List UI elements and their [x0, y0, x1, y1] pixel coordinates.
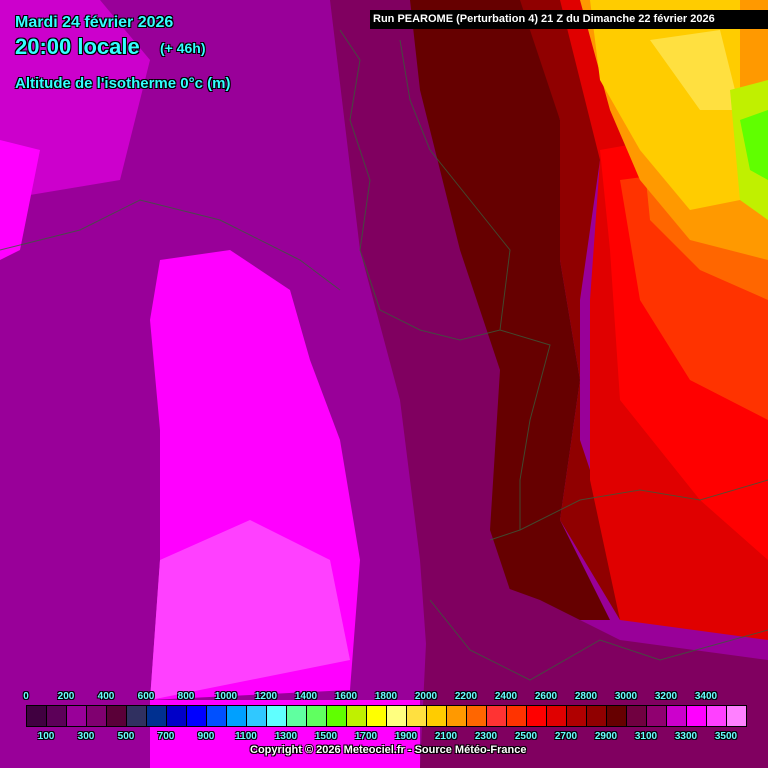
forecast-lead: (+ 46h) [160, 40, 206, 56]
legend-label: 1900 [394, 731, 418, 742]
legend-swatch [107, 706, 127, 726]
region-3400 [150, 520, 350, 700]
legend-swatch [707, 706, 727, 726]
legend-label: 1700 [354, 731, 378, 742]
legend-swatch [507, 706, 527, 726]
legend-swatch [167, 706, 187, 726]
region-1500 [740, 110, 768, 180]
legend-label: 200 [57, 691, 75, 702]
legend-swatch [387, 706, 407, 726]
legend-label: 1800 [374, 691, 398, 702]
legend-label: 2700 [554, 731, 578, 742]
region-1900 [650, 30, 740, 110]
forecast-time: 20:00 locale [15, 34, 140, 59]
legend-swatch [647, 706, 667, 726]
parameter-title: Altitude de l'isotherme 0°c (m) [15, 75, 231, 92]
legend-label: 3500 [714, 731, 738, 742]
legend-label: 3200 [654, 691, 678, 702]
legend-swatch [67, 706, 87, 726]
legend-swatch [487, 706, 507, 726]
legend-swatch [447, 706, 467, 726]
legend-label: 1300 [274, 731, 298, 742]
legend-label: 0 [23, 691, 29, 702]
legend-label: 400 [97, 691, 115, 702]
legend-swatch [47, 706, 67, 726]
legend-swatch [527, 706, 547, 726]
legend-label: 300 [77, 731, 95, 742]
legend-swatch [127, 706, 147, 726]
legend-label: 700 [157, 731, 175, 742]
legend-swatch [27, 706, 47, 726]
legend-swatch [207, 706, 227, 726]
forecast-date: Mardi 24 février 2026 [15, 14, 174, 31]
legend-label: 1000 [214, 691, 238, 702]
border-line [339, 29, 551, 541]
legend-label: 2600 [534, 691, 558, 702]
legend-label: 2400 [494, 691, 518, 702]
legend-label: 3000 [614, 691, 638, 702]
borders [0, 29, 768, 681]
legend-label: 1100 [235, 731, 257, 742]
copyright: Copyright © 2026 Meteociel.fr - Source M… [250, 744, 527, 756]
legend-swatch [187, 706, 207, 726]
legend-swatch [267, 706, 287, 726]
legend-swatch [667, 706, 687, 726]
legend-label: 2800 [574, 691, 598, 702]
legend-swatch [467, 706, 487, 726]
legend-swatch [607, 706, 627, 726]
border-line [519, 479, 768, 531]
border-line [399, 39, 511, 331]
border-line [429, 599, 768, 681]
region-3100 [330, 0, 540, 700]
legend-label: 2900 [594, 731, 618, 742]
legend-label: 3100 [634, 731, 658, 742]
legend-label: 3300 [674, 731, 698, 742]
legend-swatch [87, 706, 107, 726]
legend-swatch [727, 706, 746, 726]
legend-swatch [287, 706, 307, 726]
legend-label: 1500 [314, 731, 338, 742]
legend-swatch [587, 706, 607, 726]
legend-label: 2100 [434, 731, 458, 742]
legend-swatch [307, 706, 327, 726]
legend-label: 100 [37, 731, 55, 742]
legend-label: 1400 [294, 691, 318, 702]
legend-label: 2300 [474, 731, 498, 742]
legend-swatch [427, 706, 447, 726]
legend-label: 3400 [694, 691, 718, 702]
color-scale [26, 705, 747, 727]
legend-label: 500 [117, 731, 135, 742]
region-3300-southwest [0, 140, 40, 260]
legend-label: 800 [177, 691, 195, 702]
legend-label: 600 [137, 691, 155, 702]
legend-swatch [347, 706, 367, 726]
legend-label: 900 [197, 731, 215, 742]
run-info: Run PEAROME (Perturbation 4) 21 Z du Dim… [370, 10, 768, 29]
legend-swatch [547, 706, 567, 726]
region-2900 [520, 0, 620, 620]
border-line [0, 199, 341, 291]
legend-label: 2200 [454, 691, 478, 702]
legend-swatch [227, 706, 247, 726]
legend-label: 2500 [514, 731, 538, 742]
legend-label: 2000 [414, 691, 438, 702]
legend-label: 1200 [254, 691, 278, 702]
legend-swatch [367, 706, 387, 726]
legend-swatch [407, 706, 427, 726]
legend-swatch [327, 706, 347, 726]
legend-swatch [687, 706, 707, 726]
legend-label: 1600 [334, 691, 358, 702]
legend-swatch [567, 706, 587, 726]
legend-swatch [147, 706, 167, 726]
legend-swatch [247, 706, 267, 726]
legend-swatch [627, 706, 647, 726]
